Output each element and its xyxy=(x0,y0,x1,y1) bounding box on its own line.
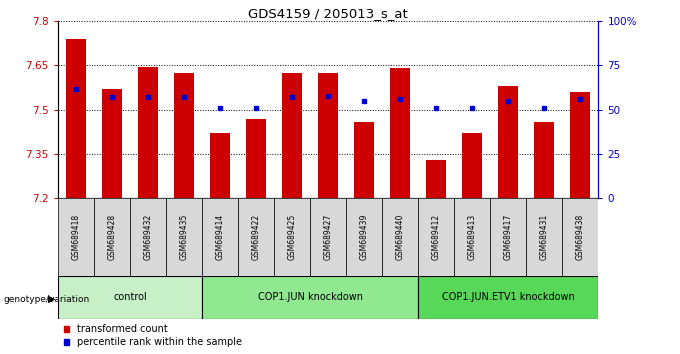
Text: GSM689435: GSM689435 xyxy=(180,214,188,261)
Text: GSM689440: GSM689440 xyxy=(396,214,405,261)
Bar xyxy=(534,121,554,198)
Text: GSM689417: GSM689417 xyxy=(504,214,513,260)
Bar xyxy=(166,198,202,276)
Text: GSM689414: GSM689414 xyxy=(216,214,224,260)
Text: control: control xyxy=(113,292,147,302)
Text: GSM689422: GSM689422 xyxy=(252,214,260,260)
Text: GSM689431: GSM689431 xyxy=(540,214,549,260)
Text: genotype/variation: genotype/variation xyxy=(3,295,90,304)
Text: GSM689425: GSM689425 xyxy=(288,214,296,260)
Bar xyxy=(462,133,482,198)
Bar xyxy=(426,160,446,198)
Bar xyxy=(310,198,346,276)
Bar xyxy=(354,121,374,198)
Bar xyxy=(246,119,266,198)
Bar xyxy=(130,198,166,276)
Title: GDS4159 / 205013_s_at: GDS4159 / 205013_s_at xyxy=(248,7,408,20)
Bar xyxy=(174,73,194,198)
Bar xyxy=(58,198,94,276)
Text: GSM689412: GSM689412 xyxy=(432,214,441,260)
Bar xyxy=(454,198,490,276)
Legend: transformed count, percentile rank within the sample: transformed count, percentile rank withi… xyxy=(63,324,243,348)
Bar xyxy=(571,92,590,198)
Bar xyxy=(318,73,338,198)
Text: GSM689439: GSM689439 xyxy=(360,214,369,261)
Bar xyxy=(490,198,526,276)
Bar xyxy=(498,86,518,198)
Bar xyxy=(562,198,598,276)
Bar xyxy=(58,276,202,319)
Text: ▶: ▶ xyxy=(48,294,56,304)
Bar xyxy=(346,198,382,276)
Bar xyxy=(238,198,274,276)
Bar xyxy=(282,73,302,198)
Bar xyxy=(66,39,86,198)
Bar xyxy=(390,68,410,198)
Text: GSM689413: GSM689413 xyxy=(468,214,477,260)
Text: GSM689427: GSM689427 xyxy=(324,214,333,260)
Bar xyxy=(418,198,454,276)
Bar xyxy=(526,198,562,276)
Bar xyxy=(202,276,418,319)
Text: GSM689428: GSM689428 xyxy=(107,214,116,260)
Bar xyxy=(210,133,230,198)
Text: GSM689418: GSM689418 xyxy=(71,214,80,260)
Text: COP1.JUN.ETV1 knockdown: COP1.JUN.ETV1 knockdown xyxy=(442,292,575,302)
Bar xyxy=(418,276,598,319)
Bar xyxy=(274,198,310,276)
Text: GSM689432: GSM689432 xyxy=(143,214,152,260)
Bar xyxy=(94,198,130,276)
Bar xyxy=(102,89,122,198)
Bar xyxy=(382,198,418,276)
Bar xyxy=(138,67,158,198)
Bar xyxy=(202,198,238,276)
Text: COP1.JUN knockdown: COP1.JUN knockdown xyxy=(258,292,362,302)
Text: GSM689438: GSM689438 xyxy=(576,214,585,260)
